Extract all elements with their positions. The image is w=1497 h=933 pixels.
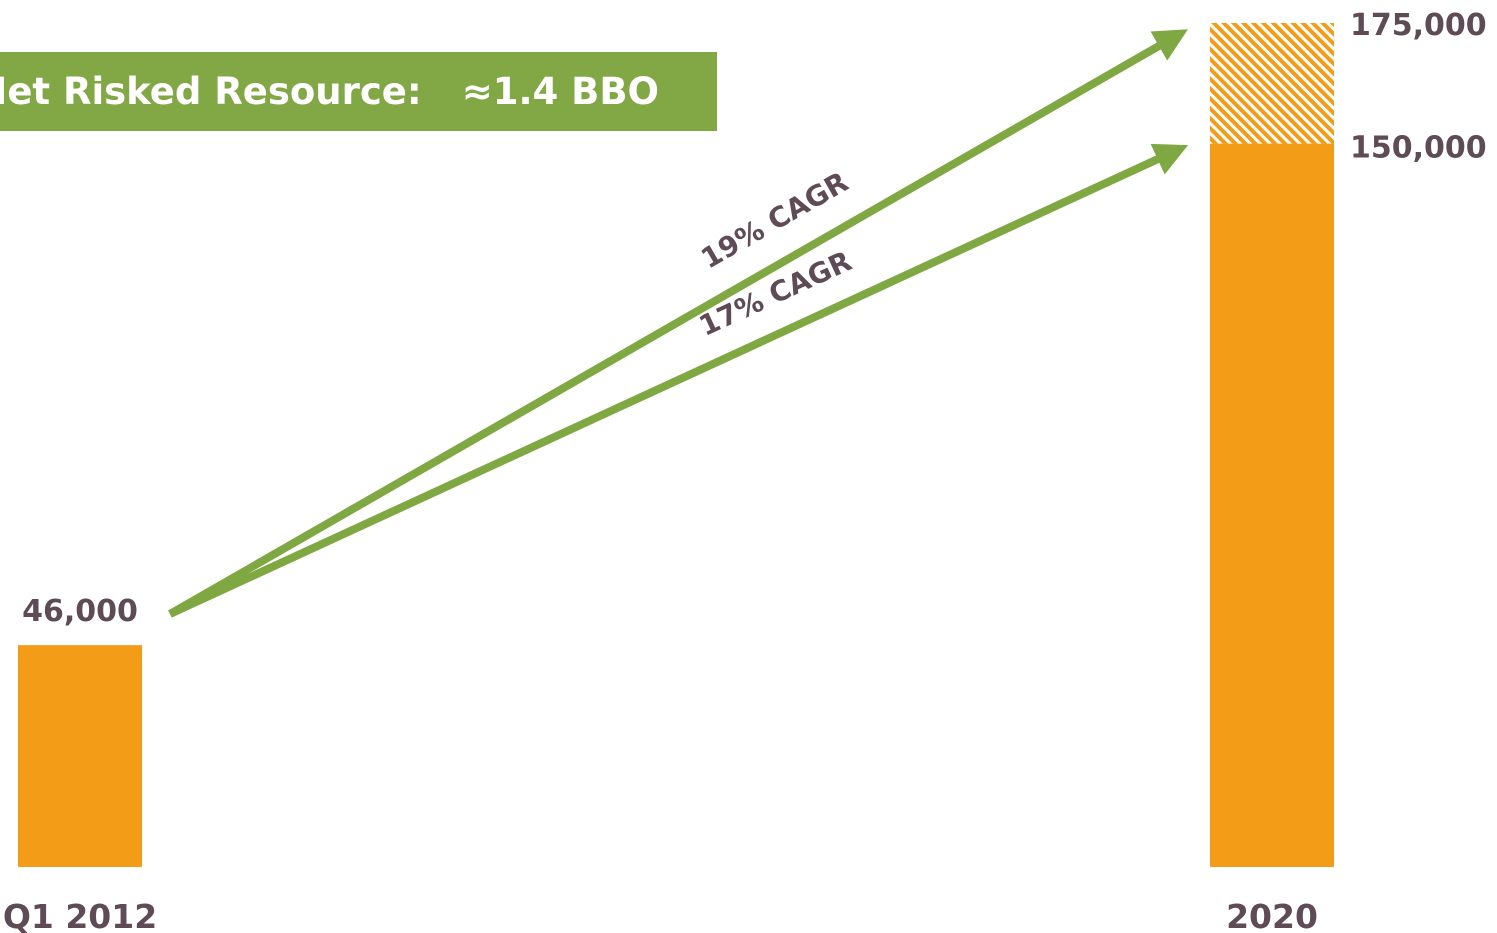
x-tick-label: 2020 [1226, 897, 1318, 933]
bar-2020 [1210, 143, 1334, 868]
x-tick-label: Q1 2012 [3, 897, 157, 933]
banner-value: ≈1.4 BBO [461, 70, 659, 113]
cagr-arrow [168, 143, 1189, 618]
data-label: 175,000 [1350, 8, 1487, 43]
banner-label: Net Risked Resource: [0, 70, 422, 113]
bar-upside-2020 [1210, 23, 1334, 144]
data-label: 150,000 [1350, 131, 1487, 166]
bar-q1-2012 [18, 645, 142, 867]
cagr-arrow [168, 29, 1188, 618]
resource-banner: Net Risked Resource: ≈1.4 BBO [0, 52, 717, 131]
data-label: 46,000 [22, 594, 138, 629]
